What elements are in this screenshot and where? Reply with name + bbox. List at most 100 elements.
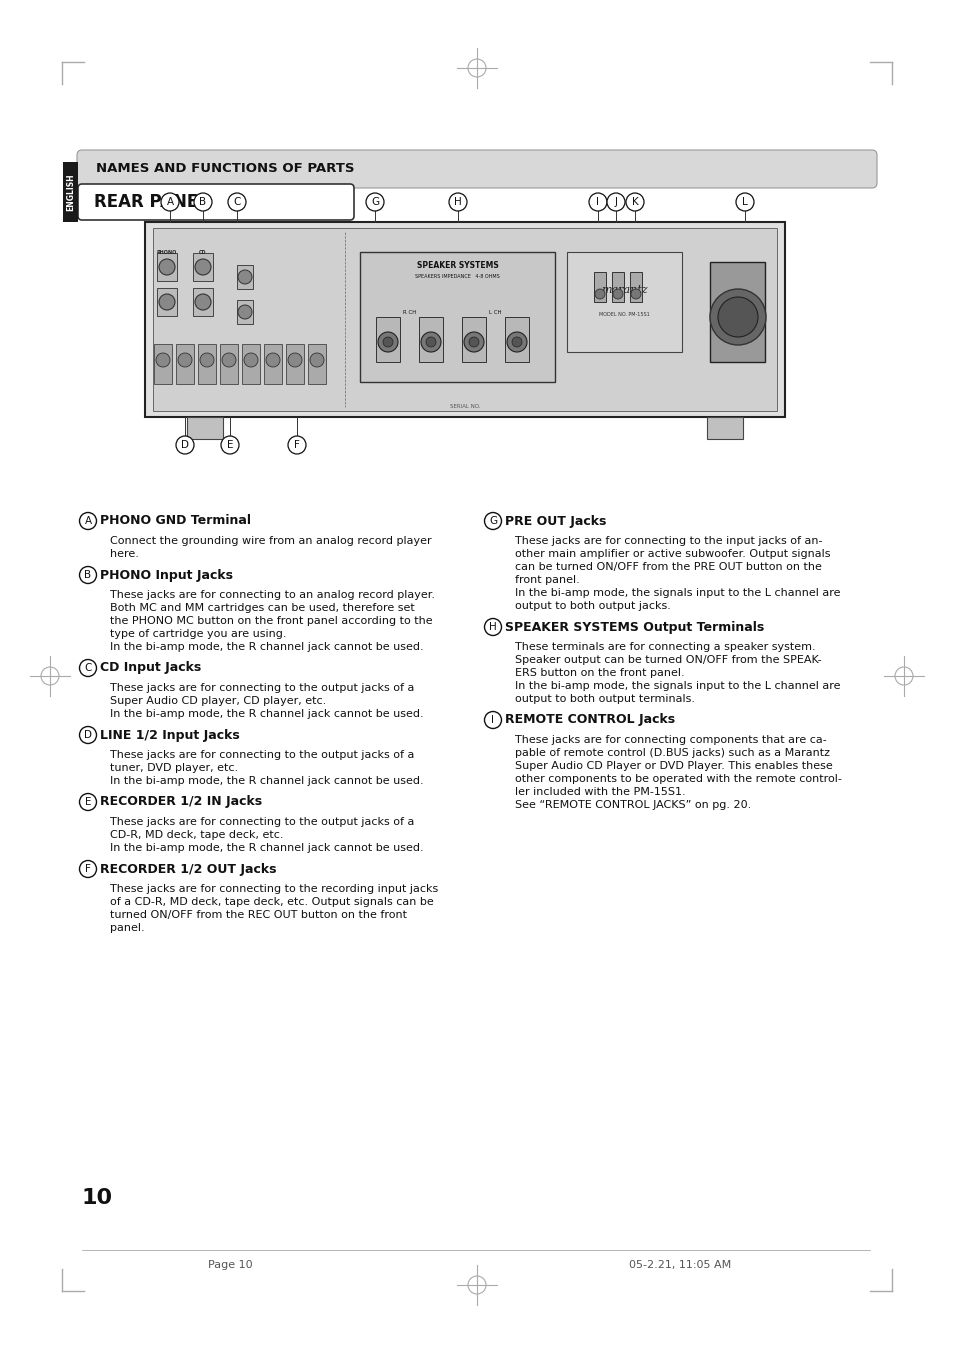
Text: L: L xyxy=(741,198,747,207)
Circle shape xyxy=(625,193,643,211)
Bar xyxy=(236,300,253,323)
Bar xyxy=(709,262,764,363)
Bar xyxy=(175,344,193,384)
Circle shape xyxy=(595,290,604,299)
Bar xyxy=(157,288,177,317)
Text: ler included with the PM-15S1.: ler included with the PM-15S1. xyxy=(515,787,685,797)
Text: C: C xyxy=(84,663,91,672)
Text: REMOTE CONTROL Jacks: REMOTE CONTROL Jacks xyxy=(504,713,675,727)
Text: of a CD-R, MD deck, tape deck, etc. Output signals can be: of a CD-R, MD deck, tape deck, etc. Outp… xyxy=(110,897,434,907)
Text: R CH: R CH xyxy=(402,310,416,314)
Bar xyxy=(153,344,172,384)
FancyBboxPatch shape xyxy=(77,150,876,188)
Text: H: H xyxy=(454,198,461,207)
Text: In the bi-amp mode, the R channel jack cannot be used.: In the bi-amp mode, the R channel jack c… xyxy=(110,709,423,718)
Circle shape xyxy=(221,436,239,455)
Circle shape xyxy=(156,353,170,367)
Text: here.: here. xyxy=(110,549,139,559)
Text: In the bi-amp mode, the R channel jack cannot be used.: In the bi-amp mode, the R channel jack c… xyxy=(110,843,423,852)
Text: I: I xyxy=(491,714,494,725)
Text: CD-R, MD deck, tape deck, etc.: CD-R, MD deck, tape deck, etc. xyxy=(110,829,283,840)
Circle shape xyxy=(288,353,302,367)
Text: marantz: marantz xyxy=(600,285,647,295)
Circle shape xyxy=(366,193,384,211)
Text: Page 10: Page 10 xyxy=(208,1260,252,1270)
Text: C: C xyxy=(233,198,240,207)
Circle shape xyxy=(382,337,393,346)
Circle shape xyxy=(237,304,252,319)
Bar xyxy=(193,288,213,317)
Text: These jacks are for connecting to the input jacks of an-: These jacks are for connecting to the in… xyxy=(515,536,821,547)
Text: See “REMOTE CONTROL JACKS” on pg. 20.: See “REMOTE CONTROL JACKS” on pg. 20. xyxy=(515,800,750,810)
Circle shape xyxy=(377,331,397,352)
Bar xyxy=(594,272,605,302)
Circle shape xyxy=(630,290,640,299)
Text: type of cartridge you are using.: type of cartridge you are using. xyxy=(110,629,286,639)
Text: These jacks are for connecting components that are ca-: These jacks are for connecting component… xyxy=(515,735,826,746)
Text: SPEAKER SYSTEMS Output Terminals: SPEAKER SYSTEMS Output Terminals xyxy=(504,621,763,633)
Text: G: G xyxy=(371,198,378,207)
Text: tuner, DVD player, etc.: tuner, DVD player, etc. xyxy=(110,763,238,773)
Circle shape xyxy=(79,659,96,676)
Circle shape xyxy=(512,337,521,346)
Text: F: F xyxy=(294,440,299,451)
Text: In the bi-amp mode, the signals input to the L channel are: In the bi-amp mode, the signals input to… xyxy=(515,681,840,691)
Circle shape xyxy=(506,331,526,352)
Text: Both MC and MM cartridges can be used, therefore set: Both MC and MM cartridges can be used, t… xyxy=(110,603,415,613)
Text: E: E xyxy=(85,797,91,806)
Text: Connect the grounding wire from an analog record player: Connect the grounding wire from an analo… xyxy=(110,536,431,547)
Text: These jacks are for connecting to the output jacks of a: These jacks are for connecting to the ou… xyxy=(110,817,414,827)
Text: NAMES AND FUNCTIONS OF PARTS: NAMES AND FUNCTIONS OF PARTS xyxy=(96,162,355,176)
Text: output to both output jacks.: output to both output jacks. xyxy=(515,601,670,612)
Text: These terminals are for connecting a speaker system.: These terminals are for connecting a spe… xyxy=(515,643,815,652)
Circle shape xyxy=(79,513,96,529)
Text: B: B xyxy=(199,198,207,207)
Text: 05-2.21, 11:05 AM: 05-2.21, 11:05 AM xyxy=(628,1260,730,1270)
Circle shape xyxy=(709,290,765,345)
Text: I: I xyxy=(596,198,598,207)
Bar xyxy=(359,252,555,382)
Circle shape xyxy=(159,294,174,310)
Text: RECORDER 1/2 IN Jacks: RECORDER 1/2 IN Jacks xyxy=(100,796,262,809)
Text: SPEAKERS IMPEDANCE   4-8 OHMS: SPEAKERS IMPEDANCE 4-8 OHMS xyxy=(415,275,499,280)
Text: output to both output terminals.: output to both output terminals. xyxy=(515,694,695,704)
Text: SPEAKER SYSTEMS: SPEAKER SYSTEMS xyxy=(416,261,497,271)
Text: ERS button on the front panel.: ERS button on the front panel. xyxy=(515,668,684,678)
Bar xyxy=(187,417,223,438)
Circle shape xyxy=(194,294,211,310)
Bar xyxy=(418,317,442,363)
Text: panel.: panel. xyxy=(110,923,145,934)
Circle shape xyxy=(266,353,280,367)
Bar xyxy=(504,317,529,363)
Circle shape xyxy=(735,193,753,211)
Text: These jacks are for connecting to the recording input jacks: These jacks are for connecting to the re… xyxy=(110,884,437,894)
Text: H: H xyxy=(489,622,497,632)
Text: CD: CD xyxy=(199,249,207,254)
Circle shape xyxy=(426,337,436,346)
Bar xyxy=(193,253,213,281)
Text: CD Input Jacks: CD Input Jacks xyxy=(100,662,201,675)
Circle shape xyxy=(469,337,478,346)
Circle shape xyxy=(161,193,179,211)
Circle shape xyxy=(193,193,212,211)
Text: MODEL NO. PM-15S1: MODEL NO. PM-15S1 xyxy=(598,311,649,317)
Text: J: J xyxy=(614,198,617,207)
Circle shape xyxy=(79,793,96,810)
Bar xyxy=(145,222,784,417)
Circle shape xyxy=(175,436,193,455)
Bar xyxy=(236,265,253,290)
Circle shape xyxy=(463,331,483,352)
Circle shape xyxy=(606,193,624,211)
Text: turned ON/OFF from the REC OUT button on the front: turned ON/OFF from the REC OUT button on… xyxy=(110,911,407,920)
Text: A: A xyxy=(85,515,91,526)
Text: In the bi-amp mode, the R channel jack cannot be used.: In the bi-amp mode, the R channel jack c… xyxy=(110,777,423,786)
Text: In the bi-amp mode, the R channel jack cannot be used.: In the bi-amp mode, the R channel jack c… xyxy=(110,643,423,652)
Text: PHONO GND Terminal: PHONO GND Terminal xyxy=(100,514,251,528)
Circle shape xyxy=(228,193,246,211)
Circle shape xyxy=(718,298,758,337)
FancyBboxPatch shape xyxy=(78,184,354,221)
Text: These jacks are for connecting to an analog record player.: These jacks are for connecting to an ana… xyxy=(110,590,435,599)
Bar xyxy=(63,162,78,222)
Text: In the bi-amp mode, the signals input to the L channel are: In the bi-amp mode, the signals input to… xyxy=(515,589,840,598)
Circle shape xyxy=(178,353,192,367)
